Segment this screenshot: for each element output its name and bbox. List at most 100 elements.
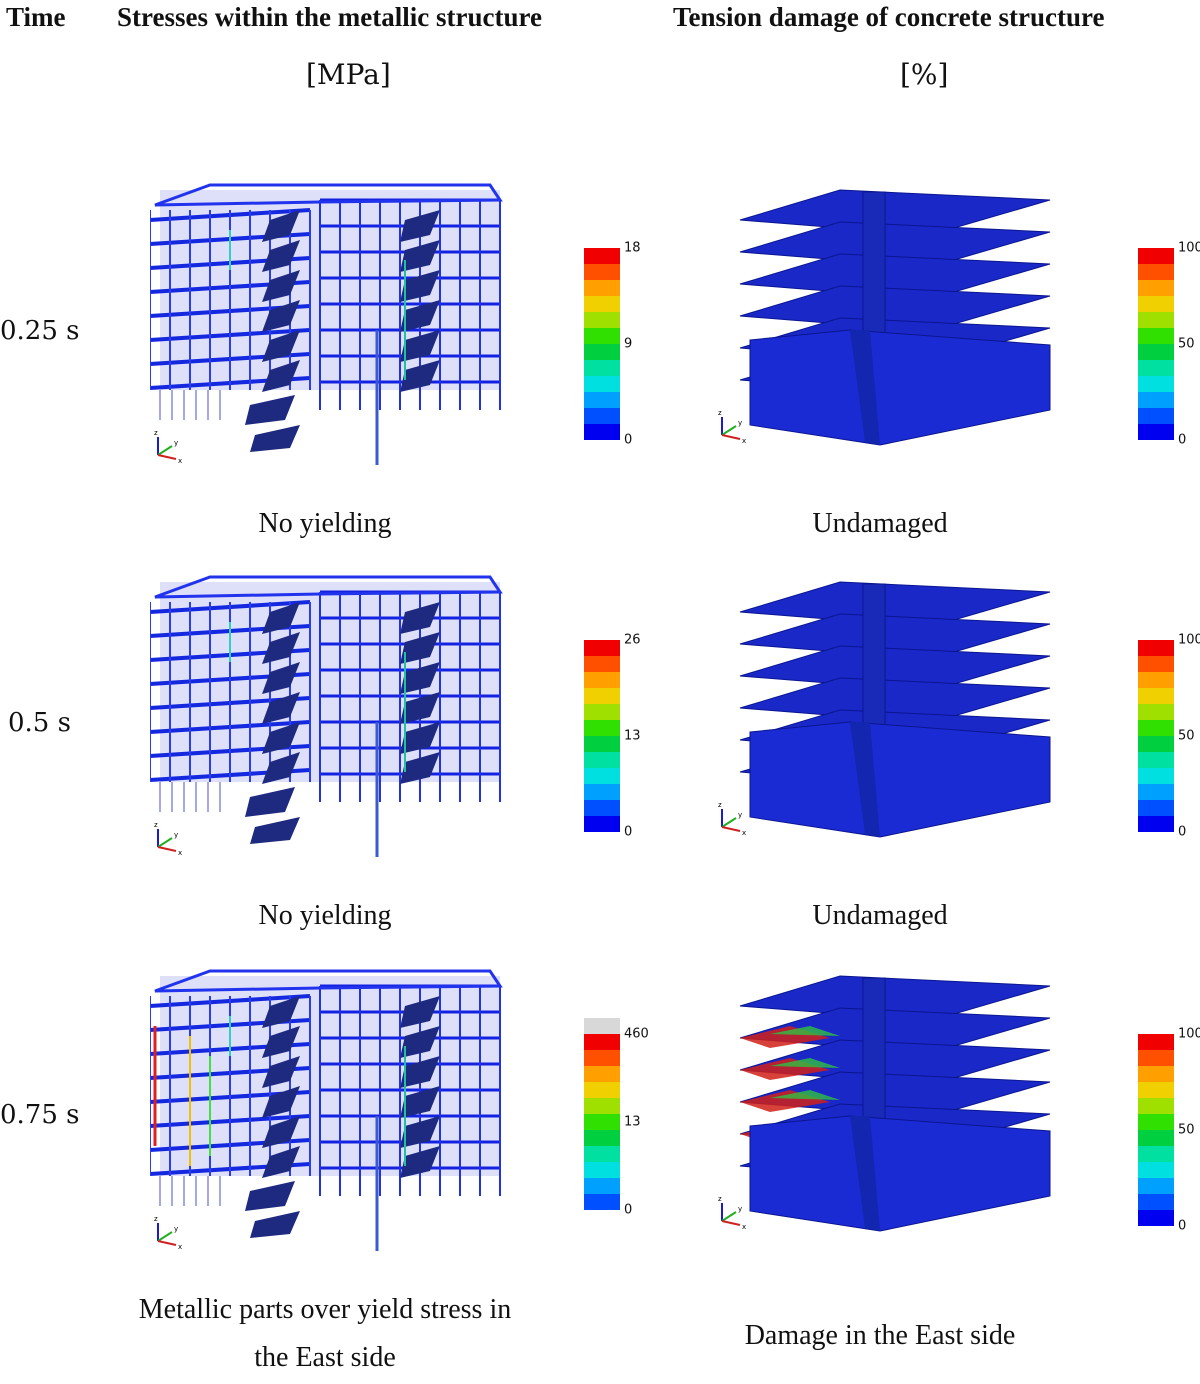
concrete-caption: Undamaged	[812, 900, 948, 931]
svg-text:y: y	[738, 811, 742, 819]
colorbar-segment	[1138, 296, 1174, 312]
colorbar-segment	[1138, 344, 1174, 360]
colorbar-tick-label: 0	[624, 432, 633, 448]
colorbar-tick-label: 100	[1178, 240, 1200, 256]
unit-concrete: [%]	[900, 58, 949, 91]
colorbar-tick-label: 18	[624, 240, 641, 256]
concrete-slab-model	[739, 975, 1051, 1232]
colorbar-segment	[1138, 1114, 1174, 1130]
concrete-caption: Damage in the East side	[744, 1320, 1016, 1351]
colorbar-segment	[584, 1098, 620, 1114]
axis-triad-icon: z y x	[154, 821, 182, 857]
colorbar-segment	[584, 720, 620, 736]
colorbar-segment	[1138, 1210, 1174, 1226]
colorbar-segment	[1138, 800, 1174, 816]
colorbar-segment	[1138, 1162, 1174, 1178]
svg-text:x: x	[742, 1223, 746, 1231]
colorbar-segment	[1138, 656, 1174, 672]
colorbar-segment	[1138, 1034, 1174, 1050]
colorbar-segment	[584, 376, 620, 392]
colorbar-segment	[1138, 280, 1174, 296]
metal-caption: No yielding	[258, 508, 392, 539]
colorbar-segment	[584, 1146, 620, 1162]
colorbar-segment	[1138, 768, 1174, 784]
colorbar-segment	[584, 424, 620, 440]
svg-text:y: y	[174, 1225, 178, 1233]
time-label: 0.75 s	[0, 1100, 80, 1130]
colorbar-tick-label: 26	[624, 632, 641, 648]
svg-text:z: z	[154, 821, 158, 829]
colorbar-segment	[584, 360, 620, 376]
metal-frame-model	[150, 575, 503, 857]
svg-text:y: y	[738, 419, 742, 427]
svg-text:x: x	[178, 849, 182, 857]
colorbar-segment	[584, 1082, 620, 1098]
colorbar-tick-label: 0	[1178, 824, 1187, 840]
colorbar-segment	[584, 312, 620, 328]
concrete-slab-model	[739, 189, 1051, 446]
colorbar-segment	[1138, 248, 1174, 264]
colorbar-segment	[584, 800, 620, 816]
colorbar-segment	[1138, 312, 1174, 328]
unit-metal: [MPa]	[306, 58, 391, 91]
colorbar-segment	[1138, 1066, 1174, 1082]
concrete-damage-plot: z y x	[700, 572, 1070, 864]
colorbar-segment	[584, 1162, 620, 1178]
colorbar-segment	[584, 1066, 620, 1082]
metal-stress-plot: z y x	[150, 180, 520, 472]
colorbar-segment	[584, 816, 620, 832]
metal-stress-plot: z y x	[150, 966, 520, 1258]
colorbar-segment	[584, 768, 620, 784]
colorbar-tick-label: 9	[624, 336, 633, 352]
axis-triad-icon: z y x	[718, 409, 746, 445]
colorbar-segment	[1138, 736, 1174, 752]
colorbar-segment	[1138, 752, 1174, 768]
colorbar-segment	[1138, 1098, 1174, 1114]
svg-text:z: z	[718, 1195, 722, 1203]
colorbar-segment	[584, 736, 620, 752]
colorbar-tick-label: 0	[624, 824, 633, 840]
colorbar-segment	[584, 392, 620, 408]
colorbar-segment	[1138, 784, 1174, 800]
colorbar-segment	[584, 264, 620, 280]
colorbar-segment	[584, 296, 620, 312]
colorbar-segment	[584, 408, 620, 424]
colorbar-segment	[584, 688, 620, 704]
header-time: Time	[6, 2, 66, 32]
time-label: 0.5 s	[8, 708, 71, 738]
svg-text:y: y	[174, 831, 178, 839]
axis-triad-icon: z y x	[718, 1195, 746, 1231]
colorbar-segment	[1138, 1146, 1174, 1162]
colorbar-segment	[584, 640, 620, 656]
colorbar-segment	[584, 1178, 620, 1194]
colorbar-segment	[584, 1034, 620, 1050]
colorbar-tick-label: 50	[1178, 336, 1195, 352]
colorbar-segment	[1138, 1178, 1174, 1194]
colorbar-segment	[584, 1018, 620, 1034]
colorbar-tick-label: 13	[624, 1114, 641, 1130]
metal-caption: the East side	[254, 1342, 396, 1373]
colorbar-tick-label: 50	[1178, 1122, 1195, 1138]
colorbar-segment	[584, 1130, 620, 1146]
colorbar-segment	[1138, 640, 1174, 656]
colorbar-segment	[1138, 328, 1174, 344]
colorbar-segment	[1138, 1050, 1174, 1066]
metal-frame-model	[150, 183, 503, 465]
colorbar-tick-label: 460	[624, 1026, 649, 1042]
svg-text:y: y	[174, 439, 178, 447]
colorbar-segment	[584, 1114, 620, 1130]
axis-triad-icon: z y x	[154, 429, 182, 465]
colorbar-segment	[584, 1050, 620, 1066]
axis-triad-icon: z y x	[154, 1215, 182, 1251]
metal-caption: No yielding	[258, 900, 392, 931]
colorbar-segment	[584, 704, 620, 720]
metal-frame-model	[150, 969, 503, 1251]
colorbar-segment	[1138, 392, 1174, 408]
colorbar-segment	[1138, 816, 1174, 832]
colorbar-segment	[1138, 264, 1174, 280]
colorbar-segment	[1138, 704, 1174, 720]
colorbar-tick-label: 50	[1178, 728, 1195, 744]
colorbar-segment	[1138, 720, 1174, 736]
svg-text:z: z	[718, 409, 722, 417]
colorbar-segment	[584, 280, 620, 296]
